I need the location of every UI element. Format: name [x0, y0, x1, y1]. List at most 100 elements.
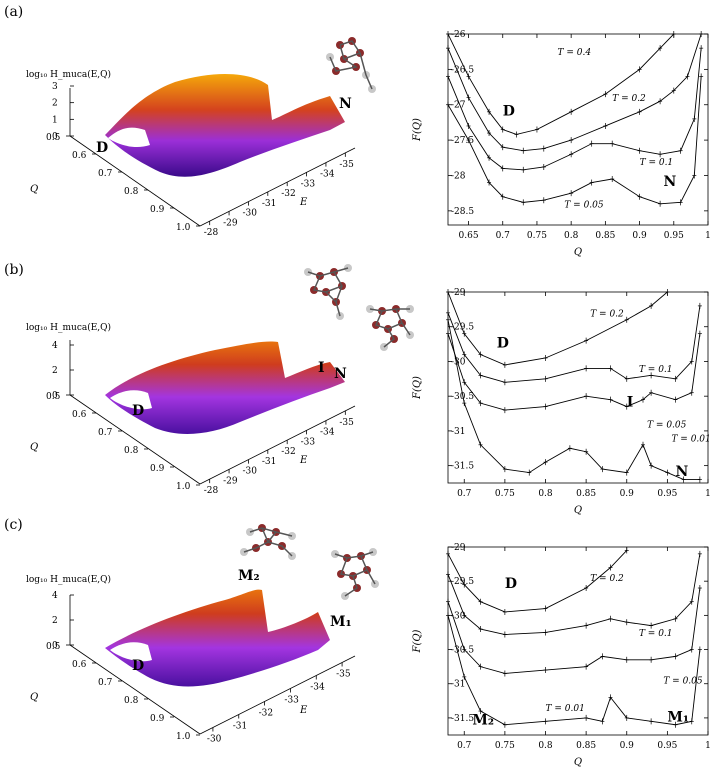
surface-qtick-label: 0.6: [72, 410, 87, 420]
series-label: T = 0.05: [564, 200, 604, 210]
surface-etick-label: -31: [262, 199, 277, 209]
plot-frame: [447, 33, 709, 226]
x-tick-label: 0.95: [657, 741, 677, 751]
series-label: T = 0.2: [590, 309, 624, 319]
series-label: T = 0.1: [639, 365, 673, 375]
state-annotation: M₂: [472, 713, 494, 729]
series-label: T = 0.1: [640, 158, 674, 168]
y-tick-label: -31.5: [451, 462, 474, 472]
molecule-icon: [326, 37, 376, 93]
surface-zlabel: log₁₀ H_muca(E,Q): [26, 574, 111, 585]
surface-etick-label: -29: [223, 218, 238, 228]
x-tick-label: 0.85: [576, 741, 596, 751]
x-tick-label: 1: [705, 489, 711, 499]
y-tick-label: -30: [451, 611, 466, 621]
series-line: [448, 48, 702, 171]
surface-qtick-label: 0.8: [124, 187, 139, 197]
y-tick-label: -31.5: [451, 714, 474, 724]
surface-eticks-c: -30 -31 -32 -33 -34 -35: [207, 662, 351, 745]
surface-annotation-n: N: [339, 96, 352, 112]
y-tick-label: -29.5: [451, 323, 474, 333]
molecule-icon: [331, 548, 379, 600]
surface-annotation-n: N: [334, 366, 347, 382]
panel-label-b: (b): [4, 262, 24, 278]
surface-etick-label: -31: [233, 722, 248, 732]
surface-zlabel: log₁₀ H_muca(E,Q): [26, 69, 111, 80]
free-energy-chart-c: 0.7 0.75 0.8 0.85 0.9 0.95 1-29-29.5-30-30.5-3…: [412, 543, 711, 768]
surface-ztick-label: 0: [52, 391, 58, 401]
surface-qtick-label: 0.5: [46, 392, 61, 402]
y-tick-label: -30: [451, 357, 466, 367]
surface-ztick-label: 0: [52, 641, 58, 651]
surface-qtick-label: 0.9: [150, 464, 165, 474]
series-line: [448, 553, 701, 635]
surface-etick-label: -31: [262, 457, 277, 467]
x-tick-label: 0.95: [664, 231, 684, 241]
y-tick-label: -26.5: [451, 65, 474, 75]
surface-ztick-label: 4: [52, 341, 58, 351]
surface-shape-a: [105, 74, 345, 177]
surface-annotation-d: D: [96, 140, 108, 156]
x-axis-label: Q: [574, 505, 582, 516]
surface-qtick-label: 1.0: [176, 223, 191, 233]
y-tick-label: -27: [451, 101, 466, 111]
x-tick-label: 0.8: [564, 231, 579, 241]
surface-ztick-label: 3: [52, 82, 58, 92]
y-tick-label: -26: [451, 30, 466, 40]
surface-etick-label: -34: [320, 170, 335, 180]
free-energy-chart-b: 0.7 0.75 0.8 0.85 0.9 0.95 1-29-29.5-30-30.5-3…: [412, 288, 711, 516]
surface-etick-label: -35: [339, 418, 354, 428]
surface-ztick-label: 2: [52, 616, 58, 626]
surface-ztick-label: 1: [52, 115, 58, 125]
surface-axis-q: [69, 135, 201, 227]
y-tick-label: -29: [451, 543, 466, 553]
x-tick-label: 0.75: [527, 231, 547, 241]
x-tick-label: 0.85: [595, 231, 615, 241]
series-line: [448, 76, 702, 205]
series-line: [448, 587, 701, 674]
x-tick-label: 0.95: [657, 489, 677, 499]
state-annotation: N: [676, 464, 689, 480]
y-tick-label: -31: [451, 427, 466, 437]
series-label: T = 0.01: [546, 704, 585, 714]
surface-qtick-label: 0.6: [72, 660, 87, 670]
surface-elabel: E: [299, 455, 308, 466]
surface-ztick-label: 0: [52, 132, 58, 142]
y-axis-label: F(Q): [412, 629, 423, 653]
panel-label-a: (a): [4, 4, 24, 20]
surface-shape-c: [105, 589, 330, 687]
surface-etick-label: -30: [242, 467, 257, 477]
surface-axis-e: [199, 147, 356, 227]
x-tick-label: 0.8: [538, 741, 553, 751]
free-energy-chart-a: 0.65 0.7 0.75 0.8 0.85 0.9 0.95 1 -26 -26.5 -27 -27…: [412, 30, 711, 258]
state-annotation: D: [505, 576, 517, 592]
surface-etick-label: -28: [204, 486, 219, 496]
surface-zticks-c: 4 2 0: [52, 591, 74, 651]
surface-axis-q: [69, 644, 201, 735]
x-tick-label: 0.9: [620, 741, 635, 751]
surface-etick-label: -30: [207, 735, 222, 745]
x-tick-label: 0.7: [457, 489, 472, 499]
y-tick-label: -29: [451, 288, 466, 298]
surface-axis-e: [199, 655, 356, 735]
surface-annotation-i: I: [318, 360, 325, 376]
surface-hole-b: [110, 390, 152, 410]
x-tick-label: 0.65: [459, 231, 479, 241]
surface-zticks-b: 4 2 0: [52, 341, 74, 401]
series-label: T = 0.05: [647, 420, 687, 430]
surface-qtick-label: 0.7: [98, 169, 113, 179]
surface-annotation-m2: M₂: [238, 568, 260, 584]
surface-axis-q: [69, 394, 201, 485]
x-tick-label: 0.9: [632, 231, 647, 241]
surface-qlabel: Q: [30, 442, 38, 453]
surface-etick-label: -30: [242, 209, 257, 219]
x-axis-label: Q: [574, 757, 582, 768]
surface-ztick-label: 4: [52, 591, 58, 601]
surface-c: D M₂ M₁ log₁₀ H_muca(E,Q) 420 0.50.60.70…: [26, 524, 379, 745]
surface-elabel: E: [299, 197, 308, 208]
y-tick-label: -28.5: [451, 207, 474, 217]
surface-zlabel: log₁₀ H_muca(E,Q): [26, 322, 111, 333]
surface-eticks-a: -28 -29 -30 -31 -32 -33 -34 -35: [204, 152, 354, 238]
x-tick-label: 0.7: [496, 231, 511, 241]
